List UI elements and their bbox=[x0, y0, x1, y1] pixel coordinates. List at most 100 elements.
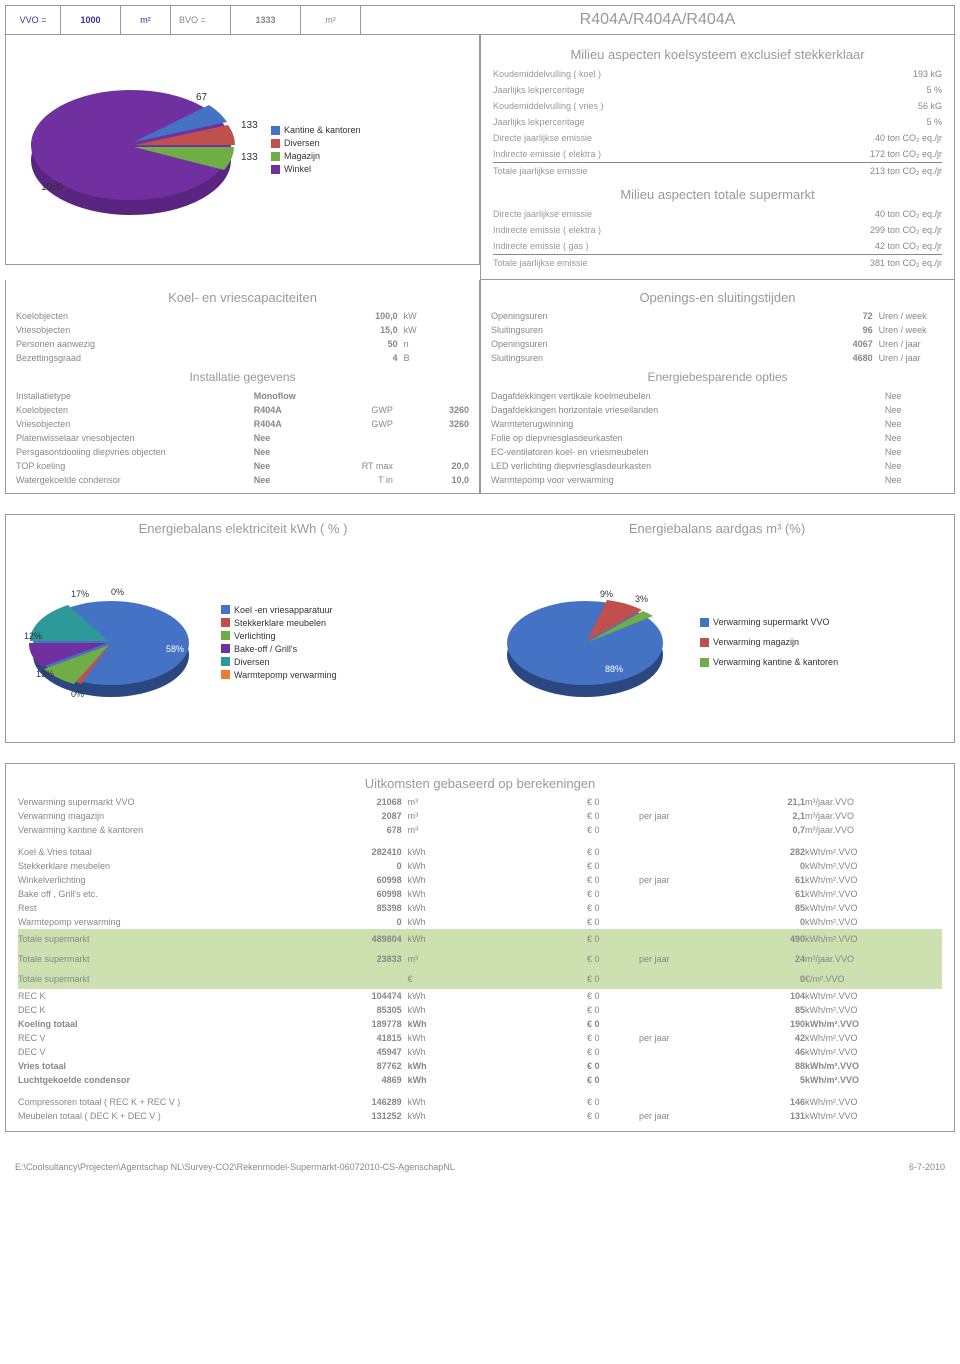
milieu-row: Indirecte emissie ( elektra )172 ton CO₂… bbox=[493, 146, 942, 162]
pie-chart-2b: 9% 3% 88% bbox=[490, 567, 690, 717]
table-row: Warmtepomp verwarming0kWh€ 00 kWh/m².VVO bbox=[18, 915, 942, 929]
table-row: Vries totaal87762kWh€ 088 kWh/m².VVO bbox=[18, 1059, 942, 1073]
legend-item: Warmtepomp verwarming bbox=[221, 670, 337, 680]
svg-text:133: 133 bbox=[241, 152, 258, 163]
pie-chart-2a: 17% 0% 12% 13% 0% 58% bbox=[16, 567, 216, 717]
milieu-row: Indirecte emissie ( elektra )299 ton CO₂… bbox=[493, 222, 942, 238]
bvo-label: BVO = bbox=[171, 6, 231, 34]
svg-text:88%: 88% bbox=[605, 664, 623, 674]
milieu-row: Jaarlijks lekpercentage5 % bbox=[493, 82, 942, 98]
svg-text:3%: 3% bbox=[635, 594, 648, 604]
uitkomsten-panel: Uitkomsten gebaseerd op berekeningen Ver… bbox=[5, 763, 955, 1132]
legend-item: Bake-off / Grill's bbox=[221, 644, 337, 654]
table-row: Totale supermarkt489804kWh€ 0490 kWh/m².… bbox=[18, 929, 942, 949]
vvo-label: VVO = bbox=[6, 6, 61, 34]
pie-chart-1: 67 133 133 1000 bbox=[16, 60, 266, 240]
legend-item: Verlichting bbox=[221, 631, 337, 641]
table-row: Totale supermarkt€€ 00 €/m².VVO bbox=[18, 969, 942, 989]
inst-title: Installatie gegevens bbox=[16, 370, 469, 384]
milieu-row: Totale jaarlijkse emissie381 ton CO₂ eq.… bbox=[493, 254, 942, 271]
table-row: Meubelen totaal ( DEC K + DEC V )131252k… bbox=[18, 1109, 942, 1123]
footer-date: 6-7-2010 bbox=[909, 1162, 945, 1172]
balans2-title: Energiebalans aardgas m³ (%) bbox=[480, 515, 954, 542]
milieu-row: Jaarlijks lekpercentage5 % bbox=[493, 114, 942, 130]
table-row: REC K104474kWh€ 0104 kWh/m².VVO bbox=[18, 989, 942, 1003]
bvo-val: 1333 bbox=[231, 6, 301, 34]
data-row: KoelobjectenR404AGWP3260 bbox=[16, 403, 469, 417]
svg-text:17%: 17% bbox=[71, 589, 89, 599]
data-row: Folie op diepvriesglasdeurkastenNee bbox=[491, 431, 944, 445]
milieu-row: Koudemiddelvulling ( koel )193 kG bbox=[493, 66, 942, 82]
milieu-row: Indirecte emissie ( gas )42 ton CO₂ eq./… bbox=[493, 238, 942, 254]
table-row: Winkelverlichting60998kWh€ 0per jaar61 k… bbox=[18, 873, 942, 887]
legend-item: Koel -en vriesapparatuur bbox=[221, 605, 337, 615]
svg-text:1000: 1000 bbox=[41, 182, 64, 193]
bvo-unit: m² bbox=[301, 6, 361, 34]
legend-item: Magazijn bbox=[271, 151, 361, 161]
legend-item: Diversen bbox=[271, 138, 361, 148]
open-title: Openings-en sluitingstijden bbox=[491, 290, 944, 305]
koel-title: Koel- en vriescapaciteiten bbox=[16, 290, 469, 305]
pie1-legend: Kantine & kantoren Diversen Magazijn Winkel bbox=[271, 122, 361, 177]
svg-text:133: 133 bbox=[241, 120, 258, 131]
table-row: Koel & Vries totaal282410kWh€ 0282 kWh/m… bbox=[18, 845, 942, 859]
legend-item: Verwarming magazijn bbox=[700, 637, 838, 647]
table-row: Stekkerklare meubelen0kWh€ 00 kWh/m².VVO bbox=[18, 859, 942, 873]
koel-panel: Koel- en vriescapaciteiten Koelobjecten1… bbox=[5, 280, 480, 494]
table-row: Verwarming magazijn2087m³€ 0per jaar2,1 … bbox=[18, 809, 942, 823]
footer: E:\Coolsultancy\Projecten\Agentschap NL\… bbox=[5, 1162, 955, 1172]
data-row: Openingsuren4067Uren / jaar bbox=[491, 337, 944, 351]
energ-title: Energiebesparende opties bbox=[491, 370, 944, 384]
legend-item: Kantine & kantoren bbox=[271, 125, 361, 135]
data-row: Watergekoelde condensorNeeT in10,0 bbox=[16, 473, 469, 487]
table-row: Totale supermarkt23833m³€ 0per jaar24 m³… bbox=[18, 949, 942, 969]
pie-chart-panel: 67 133 133 1000 Kantine & kantoren Divers… bbox=[5, 35, 480, 265]
svg-text:0%: 0% bbox=[111, 587, 124, 597]
data-row: Platenwisselaar vriesobjectenNee bbox=[16, 431, 469, 445]
table-row: Verwarming kantine & kantoren678m³€ 00,7… bbox=[18, 823, 942, 837]
table-row: DEC V45947kWh€ 046 kWh/m².VVO bbox=[18, 1045, 942, 1059]
top-bar: VVO = 1000 m² BVO = 1333 m² R404A/R404A/… bbox=[5, 5, 955, 35]
svg-text:58%: 58% bbox=[166, 644, 184, 654]
legend-item: Verwarming kantine & kantoren bbox=[700, 657, 838, 667]
table-row: Luchtgekoelde condensor4869kWh€ 05 kWh/m… bbox=[18, 1073, 942, 1087]
table-row: Bake off , Grill's etc.60998kWh€ 061 kWh… bbox=[18, 887, 942, 901]
vvo-val: 1000 bbox=[61, 6, 121, 34]
svg-text:12%: 12% bbox=[24, 631, 42, 641]
milieu-row: Directe jaarlijkse emissie40 ton CO₂ eq.… bbox=[493, 130, 942, 146]
data-row: LED verlichting diepvriesglasdeurkastenN… bbox=[491, 459, 944, 473]
data-row: Koelobjecten100,0kW bbox=[16, 309, 469, 323]
svg-text:67: 67 bbox=[196, 92, 208, 103]
milieu-row: Totale jaarlijkse emissie213 ton CO₂ eq.… bbox=[493, 162, 942, 179]
data-row: VriesobjectenR404AGWP3260 bbox=[16, 417, 469, 431]
main-title: R404A/R404A/R404A bbox=[361, 6, 954, 34]
data-row: Bezettingsgraad4B bbox=[16, 351, 469, 365]
data-row: Personen aanwezig50n bbox=[16, 337, 469, 351]
open-panel: Openings-en sluitingstijden Openingsuren… bbox=[480, 280, 955, 494]
legend-item: Winkel bbox=[271, 164, 361, 174]
data-row: WarmteterugwinningNee bbox=[491, 417, 944, 431]
legend-item: Diversen bbox=[221, 657, 337, 667]
table-row: Compressoren totaal ( REC K + REC V )146… bbox=[18, 1095, 942, 1109]
milieu2-title: Milieu aspecten totale supermarkt bbox=[493, 187, 942, 202]
data-row: Openingsuren72Uren / week bbox=[491, 309, 944, 323]
pie2a-legend: Koel -en vriesapparatuurStekkerklare meu… bbox=[221, 602, 337, 683]
svg-text:9%: 9% bbox=[600, 589, 613, 599]
data-row: InstallatietypeMonoflow bbox=[16, 389, 469, 403]
data-row: Warmtepomp voor verwarmingNee bbox=[491, 473, 944, 487]
balans-panel: Energiebalans elektriciteit kWh ( % ) En… bbox=[5, 514, 955, 743]
milieu-row: Koudemiddelvulling ( vries )56 kG bbox=[493, 98, 942, 114]
data-row: Sluitingsuren96Uren / week bbox=[491, 323, 944, 337]
vvo-unit: m² bbox=[121, 6, 171, 34]
data-row: Persgasontdooiing diepvries objectenNee bbox=[16, 445, 469, 459]
data-row: Vriesobjecten15,0kW bbox=[16, 323, 469, 337]
data-row: Sluitingsuren4680Uren / jaar bbox=[491, 351, 944, 365]
data-row: Dagafdekkingen vertikale koelmeubelenNee bbox=[491, 389, 944, 403]
data-row: TOP koelingNeeRT max20,0 bbox=[16, 459, 469, 473]
data-row: Dagafdekkingen horizontale vrieseilanden… bbox=[491, 403, 944, 417]
milieu1-title: Milieu aspecten koelsysteem exclusief st… bbox=[493, 47, 942, 62]
table-row: Verwarming supermarkt VVO21068m³€ 021,1 … bbox=[18, 795, 942, 809]
svg-text:0%: 0% bbox=[71, 689, 84, 699]
table-row: Koeling totaal189778kWh€ 0190 kWh/m².VVO bbox=[18, 1017, 942, 1031]
table-row: DEC K85305kWh€ 085 kWh/m².VVO bbox=[18, 1003, 942, 1017]
